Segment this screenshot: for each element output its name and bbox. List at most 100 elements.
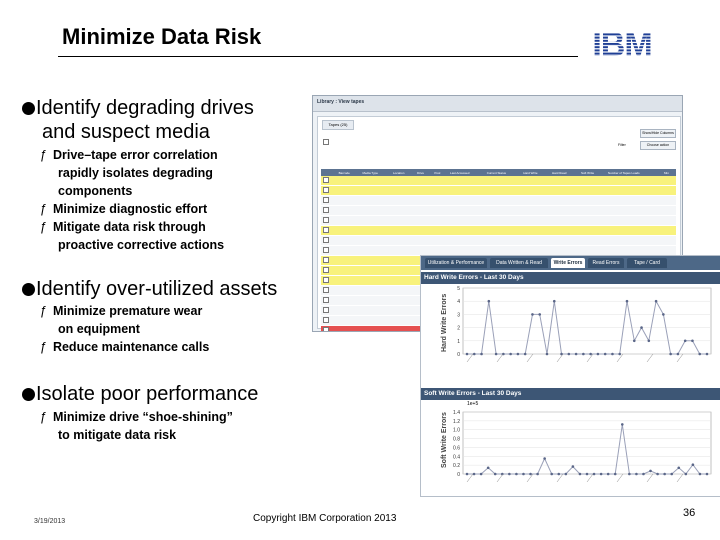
row-checkbox[interactable] <box>321 275 337 286</box>
y-tick-label: 4 <box>457 299 460 305</box>
table-cell <box>521 225 550 236</box>
table-cell <box>415 205 433 216</box>
data-point <box>606 472 610 476</box>
bullet-icon <box>22 102 35 115</box>
row-checkbox[interactable] <box>321 325 337 331</box>
table-cell <box>549 225 579 236</box>
y-tick-label: 1.4 <box>453 410 460 416</box>
data-point <box>596 352 600 356</box>
column-header[interactable]: Pool <box>432 169 449 176</box>
table-cell <box>415 215 433 226</box>
y-tick-label: 5 <box>457 286 460 292</box>
table-cell <box>521 205 550 216</box>
data-point <box>523 352 527 356</box>
row-checkbox[interactable] <box>321 295 337 306</box>
table-row[interactable] <box>321 245 676 256</box>
tab-utilization-performance[interactable]: Utilization & Performance <box>425 258 487 268</box>
column-header[interactable]: Soft Write <box>579 169 606 176</box>
y-tick-label: 0 <box>457 352 460 358</box>
data-point <box>472 472 476 476</box>
table-cell <box>605 185 663 196</box>
data-point <box>618 352 622 356</box>
table-cell <box>662 235 676 246</box>
table-cell <box>336 185 361 196</box>
table-cell <box>360 195 392 206</box>
column-header[interactable]: Hard Write <box>521 169 550 176</box>
select-all-checkbox[interactable] <box>323 139 383 145</box>
table-cell <box>360 215 392 226</box>
data-point <box>465 352 469 356</box>
tab-read-errors[interactable]: Read Errors <box>588 258 624 268</box>
data-point <box>684 472 688 476</box>
column-header[interactable]: Location <box>391 169 416 176</box>
column-header[interactable]: Media Type <box>360 169 392 176</box>
data-point <box>647 339 651 343</box>
table-row[interactable] <box>321 185 676 196</box>
row-checkbox[interactable] <box>321 195 337 206</box>
column-header[interactable]: Current Status <box>484 169 522 176</box>
soft-chart-scale: 1e+5 <box>467 401 479 407</box>
column-header[interactable]: Last Accessed <box>448 169 485 176</box>
data-point <box>698 472 702 476</box>
column-header[interactable]: Hard Read <box>549 169 579 176</box>
table-cell <box>360 305 392 316</box>
tab-write-errors[interactable]: Write Errors <box>551 258 585 268</box>
data-point <box>691 339 694 343</box>
row-checkbox[interactable] <box>321 225 337 236</box>
table-cell <box>360 295 392 306</box>
data-point <box>494 352 498 356</box>
data-point <box>640 326 643 329</box>
column-header[interactable]: Number of Tapes Loads <box>605 169 663 176</box>
table-row[interactable] <box>321 215 676 226</box>
choose-action-dropdown[interactable]: Choose action <box>640 141 676 150</box>
row-checkbox[interactable] <box>321 305 337 316</box>
tab-tape-card[interactable]: Tape / Card <box>627 258 667 268</box>
data-point <box>592 472 596 476</box>
table-cell <box>432 215 449 226</box>
row-checkbox[interactable] <box>321 255 337 266</box>
list-item: ƒ Drive–tape error correlation rapidly iso… <box>40 148 218 198</box>
row-checkbox[interactable] <box>321 205 337 216</box>
page-number: 36 <box>683 507 696 519</box>
table-cell <box>605 195 663 206</box>
table-cell <box>579 205 606 216</box>
table-row[interactable] <box>321 205 676 216</box>
list-item: ƒ Minimize drive “shoe-shining” to mitigat… <box>40 410 233 442</box>
table-row[interactable] <box>321 176 676 186</box>
x-tick-label <box>466 473 474 483</box>
hard-chart-title: Hard Write Errors - Last 30 Days <box>421 272 720 284</box>
table-row[interactable] <box>321 235 676 246</box>
column-header[interactable]: Drive <box>415 169 433 176</box>
table-cell <box>391 235 416 246</box>
table-cell <box>391 205 416 216</box>
table-cell <box>391 176 416 186</box>
row-checkbox[interactable] <box>321 265 337 276</box>
show-hide-columns-button[interactable]: Show/Hide Columns <box>640 129 676 138</box>
row-checkbox[interactable] <box>321 176 337 186</box>
table-cell <box>336 265 361 276</box>
table-cell <box>521 185 550 196</box>
column-header[interactable]: Barcode <box>336 169 361 176</box>
table-row[interactable] <box>321 195 676 206</box>
row-checkbox[interactable] <box>321 215 337 226</box>
table-cell <box>579 235 606 246</box>
tab-data-written-read[interactable]: Data Written & Read <box>490 258 548 268</box>
x-tick-label <box>676 353 684 363</box>
table-cell <box>448 245 485 256</box>
table-cell <box>391 315 416 326</box>
table-cell <box>336 245 361 256</box>
table-row[interactable] <box>321 225 676 236</box>
row-checkbox[interactable] <box>321 235 337 246</box>
table-cell <box>391 195 416 206</box>
tab-tapes[interactable]: Tapes (25) <box>322 120 354 130</box>
table-cell <box>360 285 392 296</box>
table-cell <box>336 325 361 331</box>
row-checkbox[interactable] <box>321 245 337 256</box>
row-checkbox[interactable] <box>321 185 337 196</box>
title-divider <box>58 56 578 57</box>
row-checkbox[interactable] <box>321 315 337 326</box>
data-point <box>493 472 497 476</box>
column-header[interactable]: Min <box>662 169 676 176</box>
row-checkbox[interactable] <box>321 285 337 296</box>
table-cell <box>391 325 416 331</box>
